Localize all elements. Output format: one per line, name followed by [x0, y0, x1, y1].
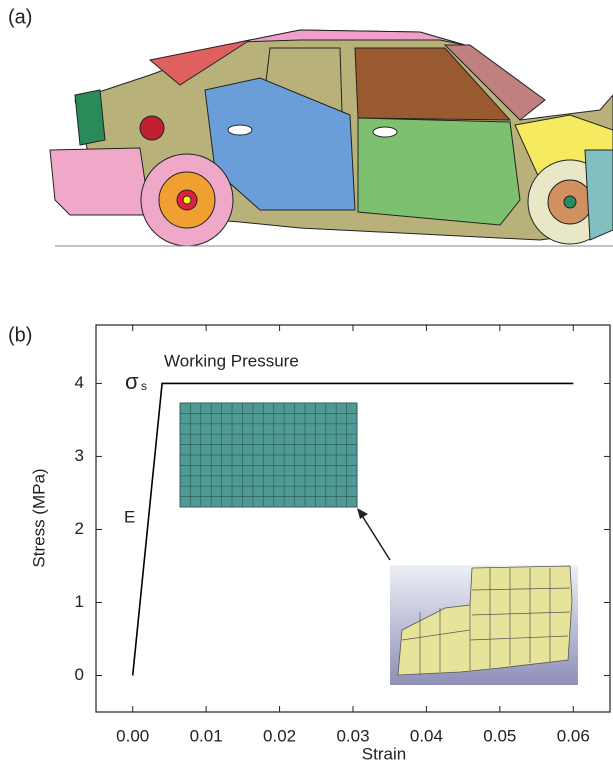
- y-tick-label: 4: [75, 373, 84, 392]
- y-tick-label: 3: [75, 446, 84, 465]
- arrow-head: [357, 508, 368, 519]
- mesh-photo: [390, 565, 578, 685]
- y-axis-label: Stress (MPa): [29, 468, 48, 567]
- y-tick-label: 1: [75, 592, 84, 611]
- panel-label: (b): [8, 324, 32, 346]
- annotation: σ: [125, 369, 139, 394]
- x-tick-label: 0.05: [483, 726, 516, 745]
- mesh-inset: [180, 403, 357, 507]
- y-tick-label: 0: [75, 665, 84, 684]
- panel-label: (a): [8, 6, 32, 28]
- y-tick-label: 2: [75, 519, 84, 538]
- x-tick-label: 0.02: [263, 726, 296, 745]
- arrow: [361, 514, 390, 560]
- annotation: Working Pressure: [164, 351, 299, 370]
- x-tick-label: 0.06: [557, 726, 590, 745]
- car-drawing: [50, 30, 613, 246]
- figure: (a) (b) Strain Stress (MPa) Working Pres: [0, 0, 613, 778]
- x-tick-label: 0.01: [190, 726, 223, 745]
- x-tick-label: 0.04: [410, 726, 443, 745]
- annotation: E: [124, 507, 135, 526]
- annotation: s: [141, 379, 147, 393]
- x-tick-label: 0.03: [336, 726, 369, 745]
- x-axis-label: Strain: [362, 744, 406, 763]
- x-tick-label: 0.00: [116, 726, 149, 745]
